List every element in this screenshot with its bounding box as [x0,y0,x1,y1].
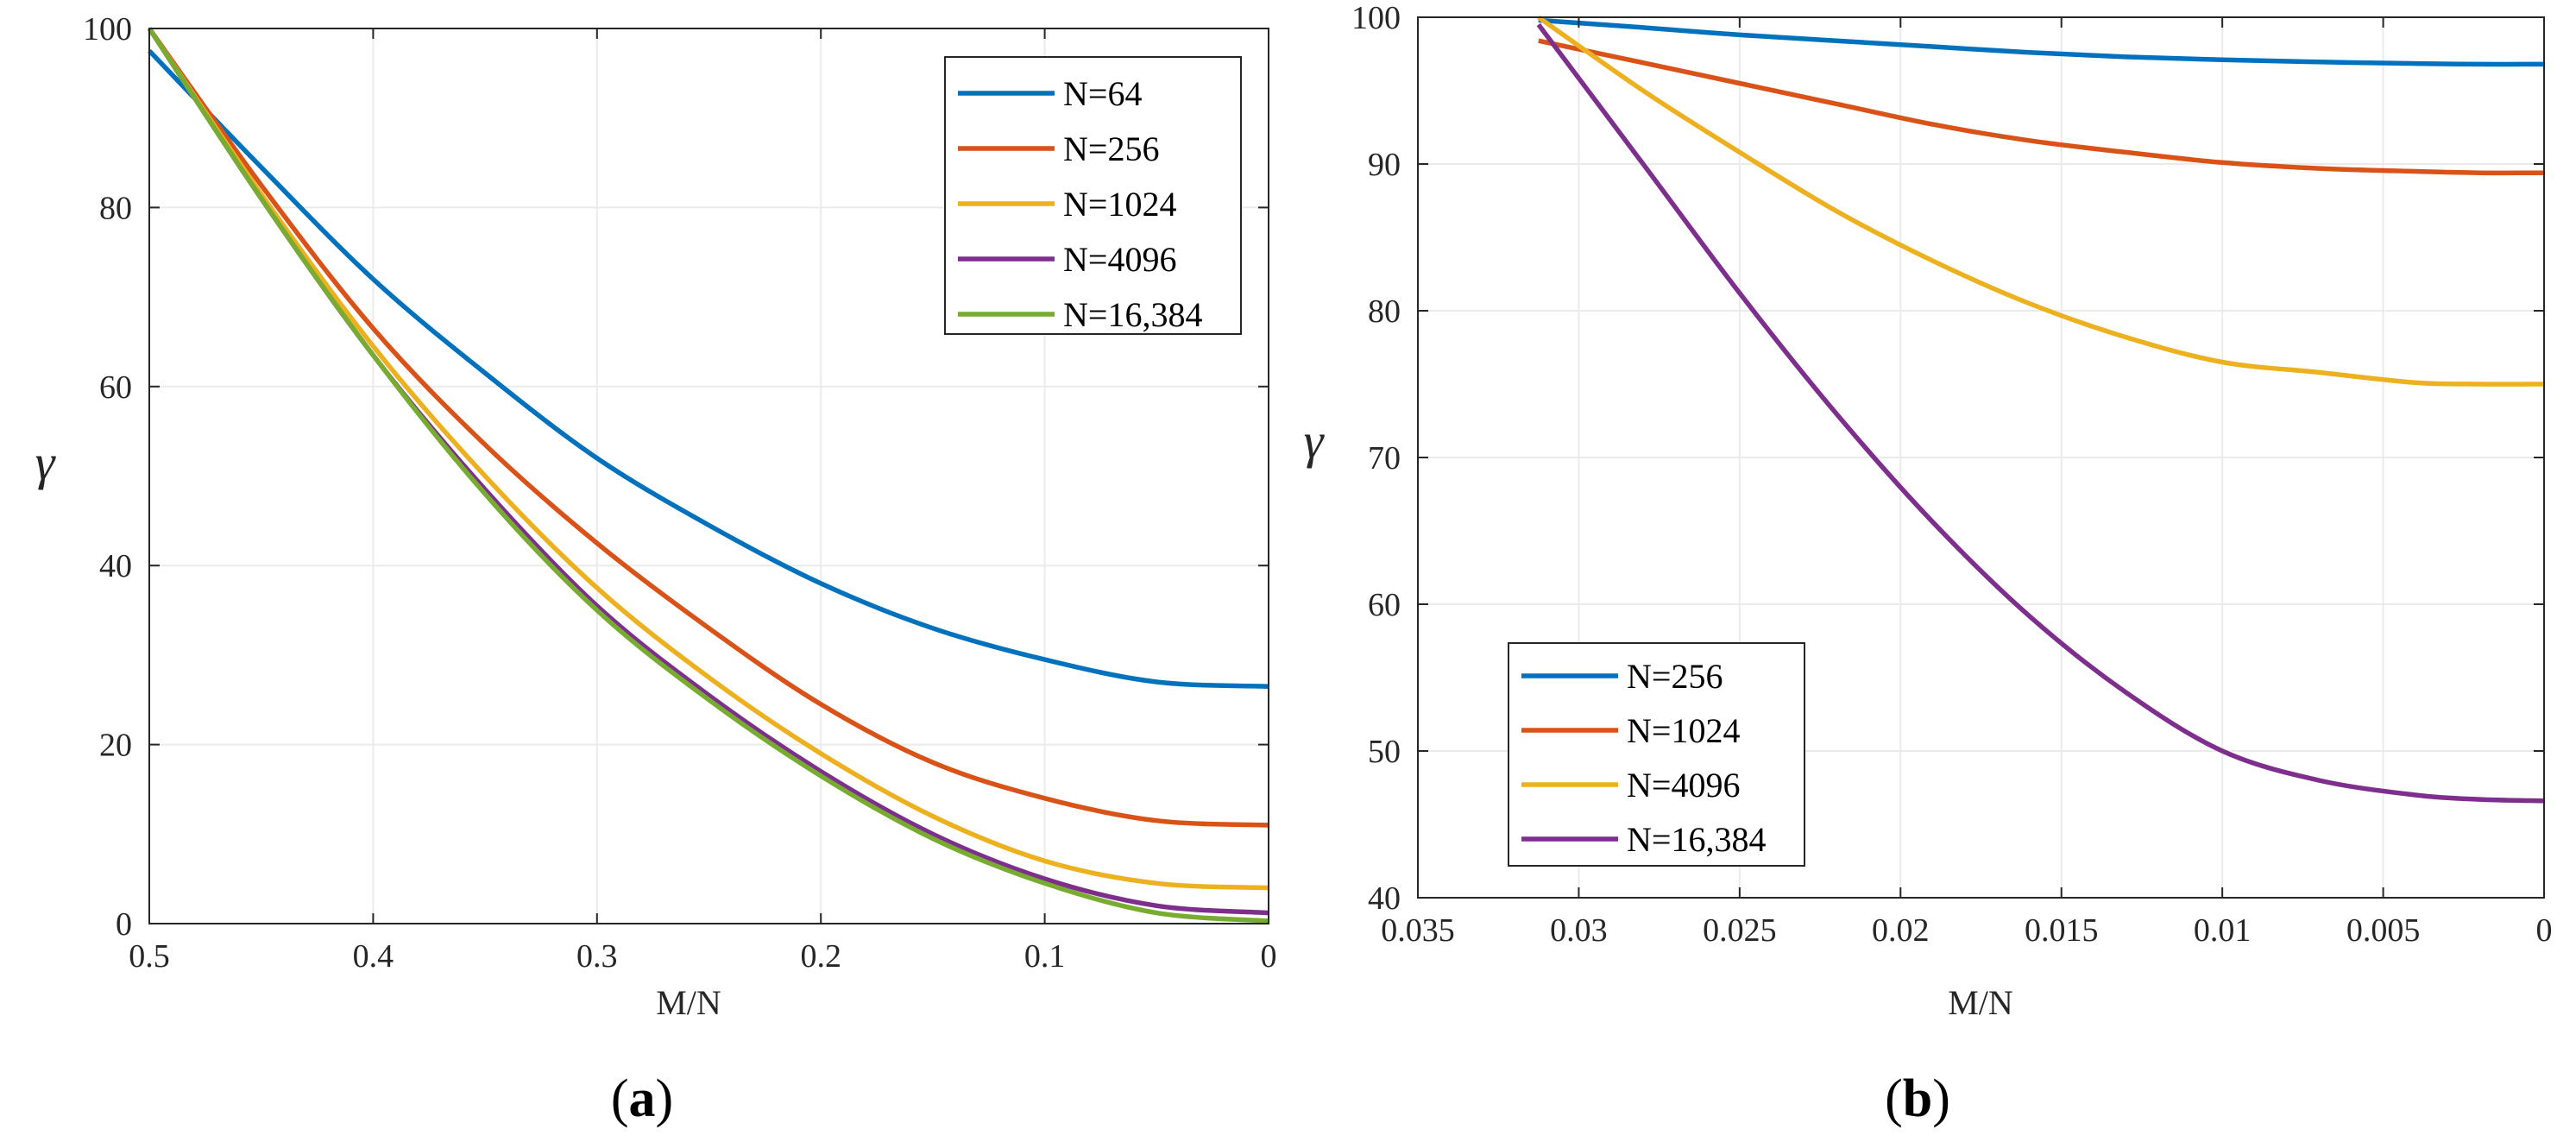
series-line-n-1024 [1538,38,2545,176]
y-tick-label: 80 [1368,293,1401,330]
y-tick-label: 40 [99,548,132,584]
x-tick-label: 0 [2536,912,2553,949]
y-tick-label: 100 [1351,0,1401,36]
y-tick-label: 20 [99,728,132,764]
x-tick-label: 0.3 [576,938,618,975]
series-line-n-16-384 [1536,22,2545,804]
panel-a-legend-box [944,56,1242,335]
panel-b-xlabel: M/N [1948,983,2013,1022]
x-tick-label: 0.02 [1872,912,1930,949]
x-tick-label: 0.1 [1024,938,1066,975]
y-tick-label: 50 [1368,734,1401,770]
series-line-n-64 [148,48,1269,689]
y-tick-label: 40 [1368,880,1401,917]
legend-label: N=1024 [1063,185,1176,224]
legend-label: N=4096 [1627,766,1740,804]
legend-label: N=64 [1063,74,1142,113]
y-tick-label: 100 [83,11,132,47]
x-tick-label: 0.015 [2025,912,2099,949]
panel-b-series [1536,15,2545,804]
series-line-n-256 [147,27,1269,828]
panel-a-caption: (a) [611,1069,673,1128]
legend-label: N=256 [1063,129,1159,168]
panel-a-series [147,27,1269,924]
legend-label: N=4096 [1063,240,1176,279]
y-tick-label: 70 [1368,440,1401,476]
series-line-n-256 [1538,17,2545,67]
series-line-n-4096 [1537,15,2545,387]
x-tick-label: 0 [1261,938,1277,975]
y-tick-label: 90 [1368,147,1401,183]
panel-b-caption: (b) [1885,1069,1950,1128]
panel-a-xlabel: M/N [656,983,721,1022]
panel-b-ylabel: γ [1304,413,1326,469]
panel-b-ticks: 0.035 0.03 0.025 0.02 0.015 0.01 0.005 0 40 50 60 7… [1351,0,2553,949]
legend-label: N=1024 [1627,711,1740,750]
y-tick-label: 60 [99,369,132,406]
legend-label: N=16,384 [1627,820,1766,859]
x-tick-label: 0.01 [2194,912,2252,949]
panel-a-axes-box [148,28,1269,924]
panel-a-ylabel: γ [35,434,57,490]
x-tick-label: 0.5 [129,938,170,975]
panel-a-ticks: 0.5 0.4 0.3 0.2 0.1 0 0 20 40 60 80 100 [83,11,1277,975]
series-line-n-16-384 [147,27,1269,924]
y-tick-label: 0 [116,906,132,943]
y-tick-label: 80 [99,190,132,226]
series-line-n-1024 [147,27,1269,891]
x-tick-label: 0.2 [800,938,841,975]
x-tick-label: 0.03 [1550,912,1608,949]
panel-a-legend: N=64 N=256 N=1024 N=4096 N=16,384 [944,56,1242,335]
y-tick-label: 60 [1368,587,1401,623]
x-tick-label: 0.4 [353,938,394,975]
x-tick-label: 0.035 [1381,912,1455,949]
legend-label: N=16,384 [1063,295,1202,334]
x-tick-label: 0.005 [2346,912,2421,949]
panel-b: 0.035 0.03 0.025 0.02 0.015 0.01 0.005 0 40 50 60 7… [1304,0,2553,1128]
legend-label: N=256 [1627,657,1723,696]
panel-b-legend: N=256 N=1024 N=4096 N=16,384 [1508,642,1805,867]
panel-b-legend-box [1508,642,1805,867]
x-tick-label: 0.025 [1703,912,1777,949]
